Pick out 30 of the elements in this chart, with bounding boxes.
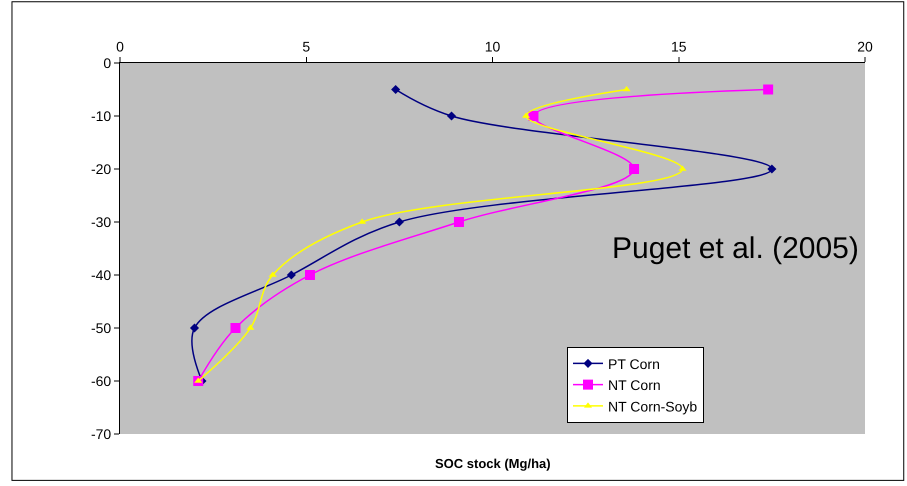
legend-label: PT Corn — [608, 356, 660, 372]
annotation: Puget et al. (2005) — [612, 232, 859, 265]
point — [230, 323, 240, 333]
point — [454, 217, 464, 227]
y-tick-label: -70 — [90, 426, 112, 442]
legend-label: NT Corn — [608, 377, 661, 394]
point — [391, 84, 400, 94]
x-tick-label: 15 — [670, 38, 687, 54]
x-tick-label: 20 — [857, 38, 873, 54]
y-tick-label: -10 — [90, 108, 112, 124]
y-tick-label: 0 — [103, 54, 112, 71]
y-tick-label: -20 — [90, 160, 112, 177]
x-tick-label: 0 — [116, 38, 124, 54]
point — [304, 270, 315, 280]
x-tick-label: 10 — [484, 38, 500, 54]
point — [394, 217, 404, 227]
legend-label: NT Corn-Soyb — [608, 398, 698, 414]
point — [629, 164, 640, 174]
point — [763, 84, 774, 94]
x-tick-label: 5 — [302, 38, 310, 54]
y-tick-label: -60 — [90, 372, 112, 389]
point — [286, 270, 296, 280]
y-tick-label: -30 — [90, 214, 112, 230]
point — [528, 111, 538, 121]
point — [190, 323, 200, 333]
y-tick-label: -40 — [90, 266, 112, 283]
x-axis-title: SOC stock (Mg/ha) — [435, 456, 551, 471]
point — [446, 111, 456, 121]
point — [767, 164, 776, 174]
y-tick-label: -50 — [90, 320, 112, 336]
